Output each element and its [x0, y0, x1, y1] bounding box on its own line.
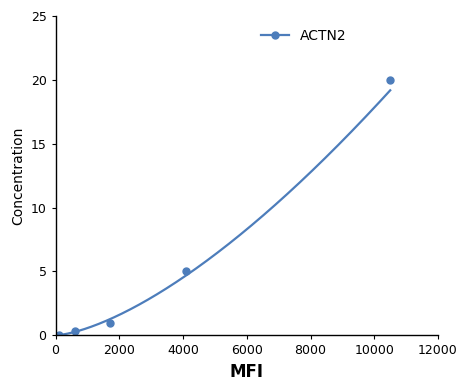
Legend: ACTN2: ACTN2 — [256, 23, 353, 48]
X-axis label: MFI: MFI — [230, 363, 264, 381]
Y-axis label: Concentration: Concentration — [11, 127, 25, 225]
